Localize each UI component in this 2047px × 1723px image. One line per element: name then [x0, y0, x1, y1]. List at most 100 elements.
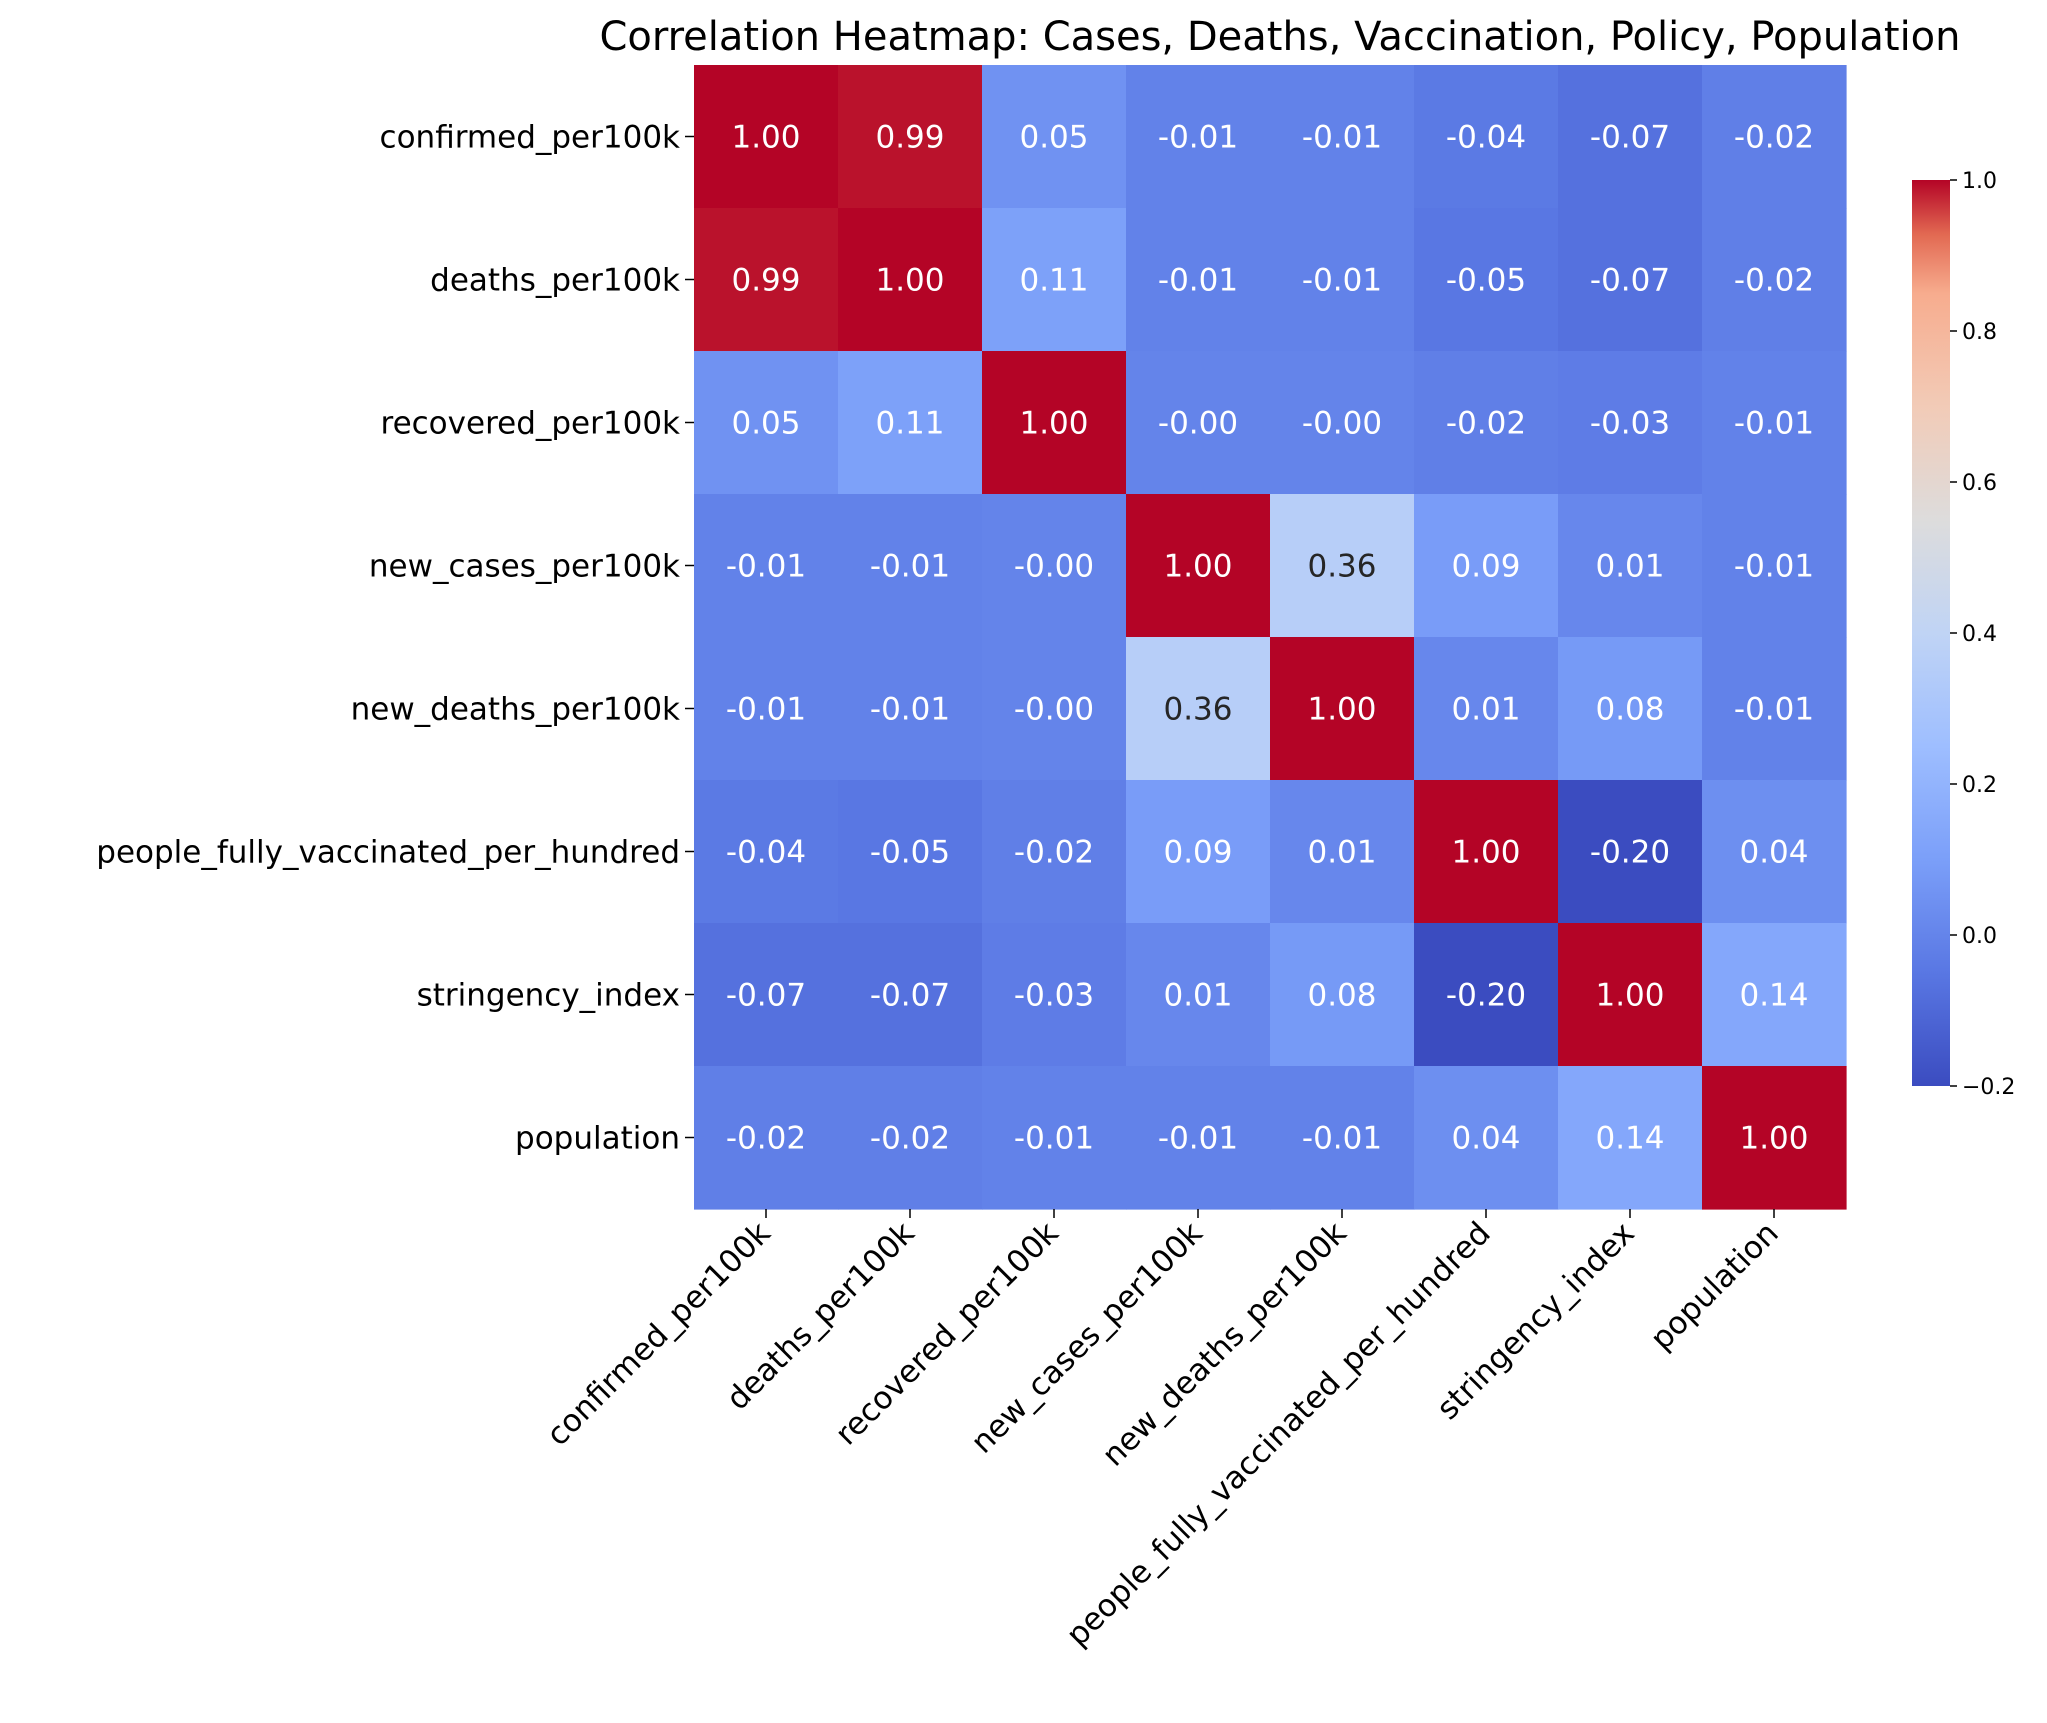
heatmap-cell — [1558, 351, 1703, 495]
cell-value-label: 0.04 — [1451, 1121, 1520, 1157]
cell-value-label: -0.01 — [1734, 549, 1814, 585]
cell-value-label: 1.00 — [875, 263, 944, 299]
cell-value-label: -0.01 — [1302, 120, 1382, 156]
cell-value-label: -0.07 — [1590, 263, 1670, 299]
heatmap-cell — [1126, 494, 1271, 638]
heatmap-cell — [1558, 780, 1703, 924]
cell-value-label: 0.05 — [1019, 120, 1088, 156]
heatmap-cell — [1126, 1066, 1271, 1210]
heatmap-cell — [694, 494, 839, 638]
cell-value-label: -0.04 — [726, 835, 806, 871]
cell-value-label: 0.01 — [1163, 978, 1232, 1014]
heatmap-cell — [982, 494, 1127, 638]
cell-value-label: -0.02 — [726, 1121, 806, 1157]
cell-value-label: 0.14 — [1595, 1121, 1664, 1157]
heatmap-cell — [838, 923, 983, 1067]
heatmap-cell — [1414, 923, 1559, 1067]
cell-value-label: 0.05 — [731, 406, 800, 442]
heatmap-cells — [694, 65, 1847, 1210]
colorbar-tick-label: −0.2 — [1962, 1075, 2015, 1100]
heatmap-annotations: 1.00 0.99 0.05 -0.01 -0.01 -0.04 -0.07 -0.02 0.9… — [726, 120, 1814, 1157]
heatmap-cell — [838, 65, 983, 209]
heatmap-cell — [1702, 637, 1847, 781]
cell-value-label: 0.11 — [875, 406, 944, 442]
heatmap-cell — [838, 208, 983, 352]
cell-value-label: -0.05 — [870, 835, 950, 871]
heatmap-cell — [1126, 65, 1271, 209]
heatmap-cell — [838, 494, 983, 638]
heatmap-cell — [1414, 494, 1559, 638]
cell-value-label: -0.01 — [726, 692, 806, 728]
cell-value-label: -0.01 — [1158, 1121, 1238, 1157]
cell-value-label: 0.99 — [731, 263, 800, 299]
cell-value-label: -0.01 — [1014, 1121, 1094, 1157]
colorbar-tick-label: 0.0 — [1962, 924, 1997, 949]
cell-value-label: 1.00 — [731, 120, 800, 156]
heatmap-cell — [1702, 1066, 1847, 1210]
heatmap-cell — [982, 1066, 1127, 1210]
heatmap-cell — [982, 65, 1127, 209]
cell-value-label: -0.07 — [1590, 120, 1670, 156]
y-axis: confirmed_per100k deaths_per100k recovered… — [96, 120, 694, 1157]
cell-value-label: 0.14 — [1739, 978, 1808, 1014]
cell-value-label: 0.09 — [1451, 549, 1520, 585]
heatmap-cell — [694, 1066, 839, 1210]
heatmap-cell — [1270, 208, 1415, 352]
heatmap-cell — [1270, 494, 1415, 638]
heatmap-cell — [1414, 208, 1559, 352]
colorbar-gradient — [1912, 180, 1950, 1086]
heatmap-cell — [1126, 208, 1271, 352]
heatmap-cell — [838, 780, 983, 924]
y-tick-label: new_deaths_per100k — [351, 692, 680, 728]
y-tick-label: people_fully_vaccinated_per_hundred — [96, 835, 680, 871]
heatmap-cell — [1414, 65, 1559, 209]
cell-value-label: -0.02 — [1734, 263, 1814, 299]
cell-value-label: -0.01 — [726, 549, 806, 585]
heatmap-cell — [1558, 923, 1703, 1067]
y-tick-label: new_cases_per100k — [369, 549, 680, 585]
cell-value-label: -0.02 — [1446, 406, 1526, 442]
y-tick-label: recovered_per100k — [381, 406, 681, 442]
y-tick-label: population — [515, 1121, 680, 1157]
heatmap-cell — [1126, 780, 1271, 924]
cell-value-label: 1.00 — [1451, 835, 1520, 871]
heatmap-cell — [982, 923, 1127, 1067]
cell-value-label: -0.00 — [1014, 549, 1094, 585]
y-tick-label: deaths_per100k — [430, 263, 680, 299]
cell-value-label: 0.09 — [1163, 835, 1232, 871]
heatmap-cell — [1702, 780, 1847, 924]
heatmap-cell — [1270, 637, 1415, 781]
cell-value-label: -0.01 — [1302, 1121, 1382, 1157]
colorbar-tick-label: 0.8 — [1962, 320, 1997, 345]
cell-value-label: 1.00 — [1307, 692, 1376, 728]
heatmap-cell — [1558, 208, 1703, 352]
cell-value-label: -0.01 — [870, 549, 950, 585]
cell-value-label: -0.07 — [726, 978, 806, 1014]
heatmap-cell — [1126, 351, 1271, 495]
heatmap-cell — [838, 1066, 983, 1210]
cell-value-label: 1.00 — [1019, 406, 1088, 442]
x-tick-label: confirmed_per100k — [540, 1215, 778, 1453]
cell-value-label: -0.02 — [1014, 835, 1094, 871]
cell-value-label: -0.00 — [1014, 692, 1094, 728]
cell-value-label: -0.00 — [1302, 406, 1382, 442]
heatmap-cell — [694, 351, 839, 495]
cell-value-label: 0.36 — [1307, 549, 1376, 585]
colorbar: 1.0 0.8 0.6 0.4 0.2 0.0 −0.2 — [1912, 169, 2015, 1100]
colorbar-tick-label: 0.2 — [1962, 773, 1997, 798]
cell-value-label: -0.03 — [1014, 978, 1094, 1014]
heatmap-cell — [1270, 923, 1415, 1067]
cell-value-label: -0.04 — [1446, 120, 1526, 156]
heatmap-cell — [982, 637, 1127, 781]
cell-value-label: -0.01 — [1734, 692, 1814, 728]
y-tick-label: stringency_index — [417, 978, 680, 1014]
colorbar-tick-label: 0.4 — [1962, 622, 1997, 647]
heatmap-cell — [1558, 494, 1703, 638]
cell-value-label: -0.20 — [1446, 978, 1526, 1014]
cell-value-label: -0.01 — [870, 692, 950, 728]
heatmap-cell — [1702, 923, 1847, 1067]
cell-value-label: -0.03 — [1590, 406, 1670, 442]
heatmap-cell — [1702, 351, 1847, 495]
heatmap-cell — [1702, 494, 1847, 638]
heatmap-cell — [694, 65, 839, 209]
